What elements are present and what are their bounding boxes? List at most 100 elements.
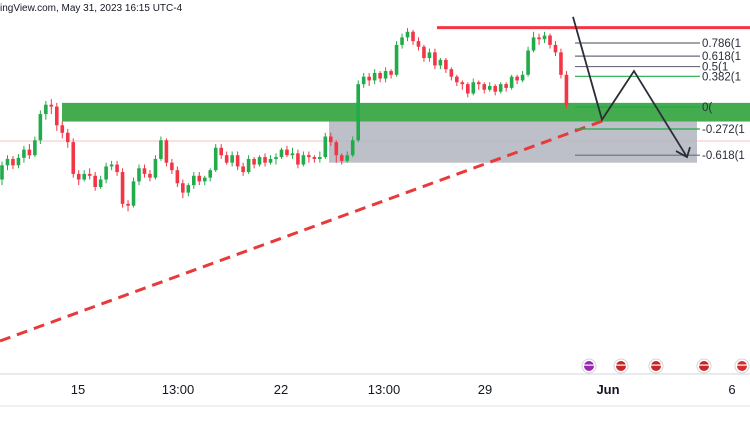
candle <box>87 168 92 180</box>
candle <box>498 82 503 94</box>
candle-body <box>307 155 311 158</box>
candle <box>422 44 426 62</box>
candle-body <box>252 158 256 165</box>
candle-body <box>76 173 81 180</box>
candle-body <box>65 132 70 143</box>
candle <box>159 136 163 161</box>
candle <box>33 136 37 158</box>
fib-layer: 0.786(10.618(10.5(10.382(1 0(-0.272(1 -0.6… <box>572 16 745 162</box>
candle-body <box>241 166 245 173</box>
candle-body <box>422 46 426 58</box>
candle-body <box>38 114 43 141</box>
candle <box>378 71 382 83</box>
candle-body <box>339 155 344 161</box>
candle <box>438 57 443 70</box>
candle <box>137 164 141 186</box>
candle-body <box>197 175 202 182</box>
candle <box>334 140 339 163</box>
candle <box>197 172 202 186</box>
candle-body <box>44 104 48 115</box>
candle-body <box>487 86 492 90</box>
ca-flag-icon <box>734 358 750 374</box>
candle <box>427 48 432 62</box>
candle-body <box>16 157 21 166</box>
marker-dot <box>584 361 594 371</box>
candle <box>142 164 147 178</box>
candle <box>153 155 158 180</box>
candle <box>329 132 333 146</box>
candle <box>553 41 558 57</box>
candle <box>449 67 454 81</box>
candle-body <box>246 158 251 173</box>
candle-body <box>192 175 196 186</box>
candle-body <box>498 84 503 92</box>
candle-body <box>438 59 443 66</box>
candle-body <box>279 149 284 158</box>
candle <box>471 78 476 96</box>
candle <box>531 31 536 53</box>
candle-body <box>455 76 459 83</box>
candle-body <box>0 165 4 180</box>
candle-body <box>164 140 169 163</box>
candle-body <box>109 164 114 167</box>
candle-body <box>345 155 350 161</box>
candle-body <box>329 136 333 143</box>
candle <box>411 29 415 45</box>
candle-body <box>213 147 218 171</box>
candle <box>49 99 54 115</box>
candle <box>115 160 119 176</box>
candle <box>5 155 10 171</box>
candle <box>44 100 48 120</box>
candle <box>55 102 59 131</box>
candle-body <box>405 31 410 38</box>
fib-level-label: 0.5(1 <box>702 62 728 74</box>
us-flag-icon <box>696 358 712 374</box>
candle-body <box>323 136 328 158</box>
us-flag-icon <box>613 358 629 374</box>
candle-body <box>318 157 322 159</box>
candle <box>76 170 81 186</box>
time-tick-label: Jun <box>596 382 619 397</box>
candle-body <box>444 59 448 70</box>
candle <box>460 80 465 90</box>
marker-dot <box>699 361 709 371</box>
candle <box>22 145 26 163</box>
candle <box>16 154 21 169</box>
candle-body <box>104 166 108 180</box>
lightning-event-icon <box>581 358 597 374</box>
candle-body <box>356 84 360 141</box>
candle <box>164 138 169 167</box>
dashed-trendline <box>0 117 609 343</box>
candle-body <box>87 173 92 176</box>
candle <box>318 151 322 163</box>
candle <box>65 129 70 148</box>
candle-body <box>553 44 558 53</box>
candle-body <box>274 157 278 159</box>
time-axis: 15 13:00 22 13:00 29 Jun 6 <box>0 373 750 407</box>
candle <box>542 31 547 44</box>
candle-body <box>82 173 86 180</box>
candle-body <box>493 86 497 92</box>
marker-dot <box>651 361 661 371</box>
candle-body <box>389 71 393 75</box>
candle-body <box>476 82 481 85</box>
candle <box>120 168 125 208</box>
candle-body <box>27 149 32 156</box>
candle-body <box>301 155 306 165</box>
candle-body <box>55 106 59 126</box>
candle-body <box>537 37 541 40</box>
candle-body <box>120 172 125 204</box>
candle <box>372 69 377 85</box>
candle-body <box>548 35 552 45</box>
candles-layer <box>0 28 569 212</box>
candle <box>493 84 497 96</box>
candle-body <box>334 142 339 156</box>
candle <box>296 149 300 169</box>
candle-body <box>137 168 141 182</box>
time-tick-label: 6 <box>728 382 735 397</box>
candle-body <box>60 125 65 133</box>
candle <box>350 136 355 158</box>
candle-body <box>394 44 399 75</box>
zones-layer <box>0 102 750 163</box>
